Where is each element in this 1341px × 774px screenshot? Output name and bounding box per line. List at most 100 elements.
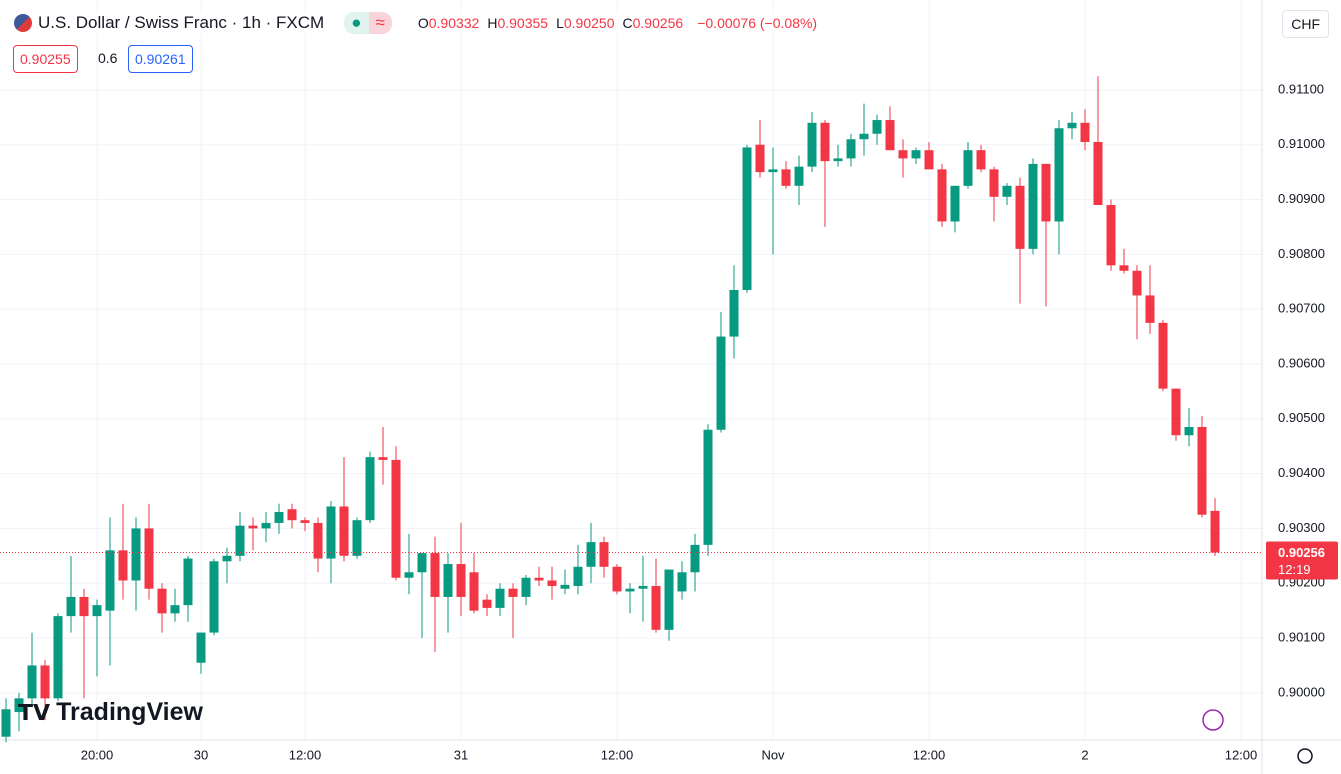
candle-body xyxy=(521,577,531,597)
candle-body xyxy=(768,169,778,173)
candle-body xyxy=(690,544,700,573)
ohlc-value: 0.90256 xyxy=(632,15,684,31)
change: −0.00076 (−0.08%) xyxy=(697,15,818,31)
ohlc: O0.90332 H0.90355 L0.90250 C0.90256 xyxy=(418,15,691,31)
candle-body xyxy=(1041,163,1051,222)
candle-body xyxy=(794,166,804,186)
candle-body xyxy=(209,561,219,633)
candle-body xyxy=(677,572,687,592)
y-tick-label: 0.90000 xyxy=(1278,684,1325,699)
candle-body xyxy=(66,596,76,617)
candle-body xyxy=(482,599,492,608)
y-tick-label: 0.91000 xyxy=(1278,136,1325,151)
y-tick-label: 0.90300 xyxy=(1278,520,1325,535)
countdown: 12:19 xyxy=(1278,562,1311,577)
spread: 0.6 xyxy=(98,50,118,66)
candle-body xyxy=(729,289,739,337)
candle-body xyxy=(781,169,791,186)
ohlc-label: C xyxy=(622,15,633,31)
candle-body xyxy=(1106,205,1116,266)
candle-body xyxy=(560,584,570,589)
candle-body xyxy=(248,525,258,529)
y-tick-label: 0.90700 xyxy=(1278,301,1325,316)
x-tick-label: 12:00 xyxy=(1225,747,1258,762)
status: ● ≈ xyxy=(344,12,392,34)
settings-icon xyxy=(1297,748,1313,764)
candle-body xyxy=(235,525,245,556)
candle-body xyxy=(1028,163,1038,249)
bid[interactable]: 0.90255 xyxy=(13,45,78,73)
candle-body xyxy=(833,158,843,162)
flag xyxy=(14,14,32,32)
candle-body xyxy=(40,665,50,699)
candle-body xyxy=(53,616,63,699)
y-tick-label: 0.91100 xyxy=(1278,81,1324,96)
candle-body xyxy=(326,506,336,559)
candle-body xyxy=(911,150,921,159)
y-tick-label: 0.90500 xyxy=(1278,410,1325,425)
candle-body xyxy=(625,588,635,592)
candle-body xyxy=(430,553,440,597)
candle-body xyxy=(586,542,596,567)
candle-body xyxy=(391,459,401,578)
candle-body xyxy=(664,569,674,630)
candle-body xyxy=(703,429,713,545)
candle-body xyxy=(651,585,661,630)
ohlc-label: H xyxy=(487,15,498,31)
candle-body xyxy=(27,665,37,699)
candle-body xyxy=(92,605,102,617)
ask[interactable]: 0.90261 xyxy=(128,45,193,73)
candle-body xyxy=(456,564,466,597)
candle-body xyxy=(183,558,193,606)
candle-body xyxy=(820,122,830,162)
candle-body xyxy=(950,185,960,222)
candle-body xyxy=(157,588,167,614)
x-tick-label: 12:00 xyxy=(289,747,322,762)
x-tick-label: 30 xyxy=(194,747,208,762)
candle-body xyxy=(1197,427,1207,515)
candle-body xyxy=(846,139,856,159)
candle-body xyxy=(612,566,622,592)
candle-body xyxy=(989,169,999,197)
candle-body xyxy=(144,528,154,589)
candle-body xyxy=(365,457,375,521)
alert-icon xyxy=(1202,709,1224,731)
candle-body xyxy=(14,698,24,713)
candle-body xyxy=(313,522,323,559)
candle-body xyxy=(131,528,141,581)
candle-body xyxy=(1145,295,1155,323)
x-tick-label: Nov xyxy=(761,747,785,762)
candle-body xyxy=(534,577,544,581)
ohlc-value: 0.90250 xyxy=(563,15,615,31)
currency-button[interactable]: CHF xyxy=(1282,10,1329,38)
ohlc-label: L xyxy=(556,15,564,31)
ohlc-value: 0.90332 xyxy=(428,15,480,31)
x-tick-label: 12:00 xyxy=(601,747,634,762)
logo-text: TradingView xyxy=(56,698,203,726)
candle-body xyxy=(118,550,128,581)
x-tick-label: 2 xyxy=(1081,747,1088,762)
candle-body xyxy=(859,133,869,140)
candle-body xyxy=(976,150,986,170)
candle-body xyxy=(495,588,505,608)
symbol[interactable]: U.S. Dollar / Swiss Franc · 1h · FXCM xyxy=(38,13,325,32)
candle-body xyxy=(1171,388,1181,436)
candle-body xyxy=(1184,427,1194,436)
candle-body xyxy=(222,555,232,562)
candle-body xyxy=(105,550,115,611)
candle-body xyxy=(755,144,765,173)
candle-body xyxy=(1002,185,1012,197)
candle-body xyxy=(1015,185,1025,249)
y-tick-label: 0.90900 xyxy=(1278,191,1325,206)
candle-body xyxy=(443,564,453,597)
candle-body xyxy=(638,585,648,589)
candle-body xyxy=(287,509,297,521)
candle-body xyxy=(1067,122,1077,129)
x-tick-label: 31 xyxy=(454,747,468,762)
candle-body xyxy=(885,120,895,151)
candle-body xyxy=(1132,270,1142,296)
candle-body xyxy=(898,150,908,159)
candle-body xyxy=(1054,128,1064,222)
x-tick-label: 12:00 xyxy=(913,747,946,762)
candle-body xyxy=(417,553,427,573)
